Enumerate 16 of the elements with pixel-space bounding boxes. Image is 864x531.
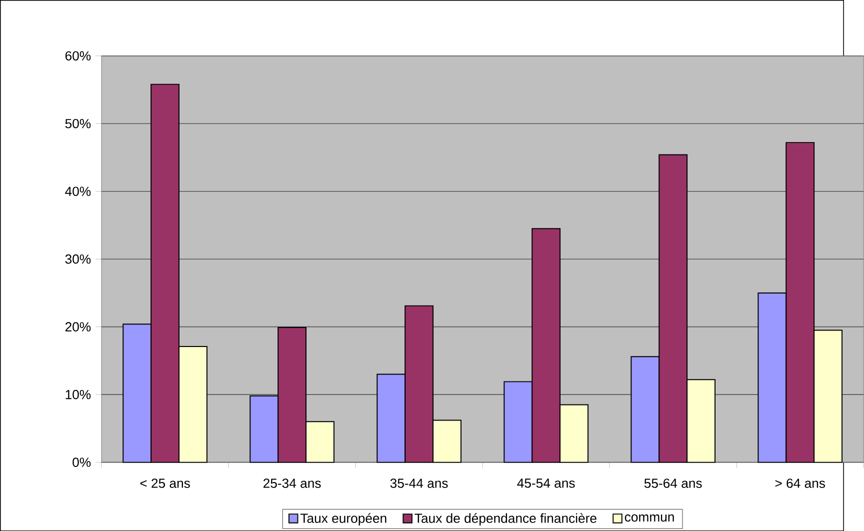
- y-tick-label: 50%: [65, 118, 91, 128]
- legend-label: commun: [624, 514, 674, 522]
- legend-label: Taux européen: [300, 512, 386, 526]
- y-tick-label: 10%: [66, 390, 91, 400]
- y-tick-label: 20%: [65, 322, 91, 332]
- x-tick-label: 35-44 ans: [390, 478, 448, 488]
- y-tick-label: 30%: [65, 254, 91, 264]
- legend-label: Taux de dépendance financière: [414, 512, 596, 526]
- y-tick-label: 40%: [65, 186, 91, 196]
- y-tick-label: 60%: [65, 51, 91, 60]
- x-tick-label: 25-34 ans: [263, 478, 321, 488]
- y-tick-label: 0%: [72, 458, 91, 467]
- x-tick-label: 55-64 ans: [644, 478, 702, 488]
- x-tick-label: 45-54 ans: [517, 478, 575, 488]
- x-tick-label: < 25 ans: [140, 478, 190, 488]
- x-tick-label: > 64 ans: [775, 478, 825, 488]
